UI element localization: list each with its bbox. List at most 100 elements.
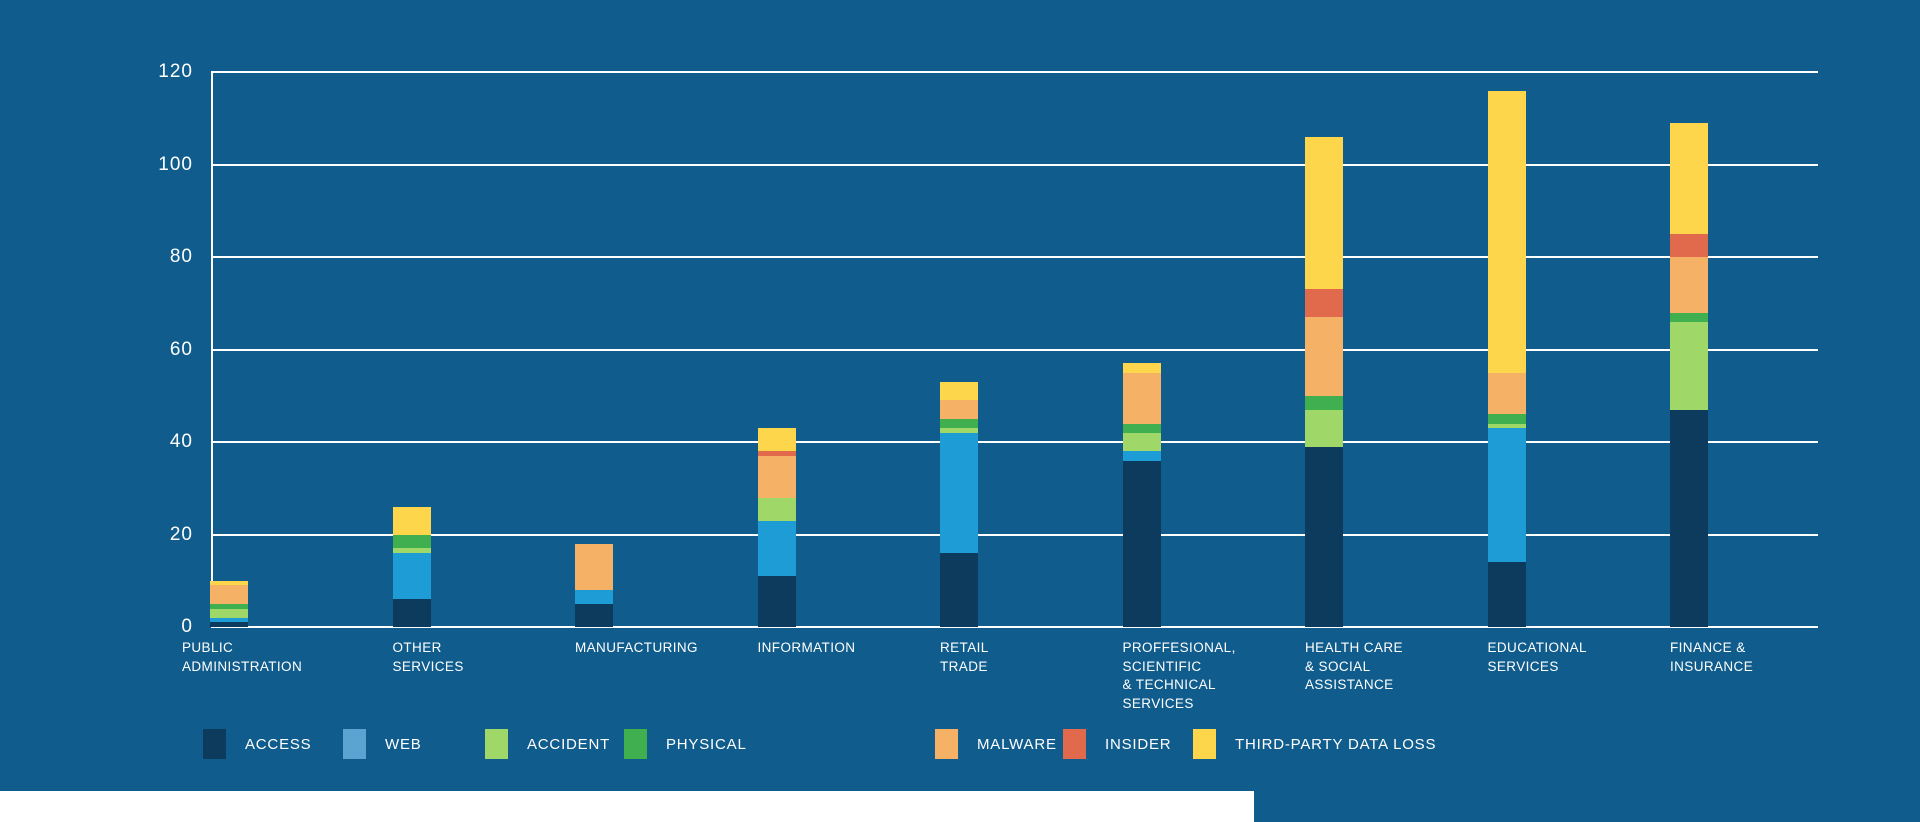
y-axis-line [211,72,213,627]
x-axis-label: FINANCE & INSURANCE [1670,639,1753,676]
bar-other-services [392,72,431,627]
bar-segment-access [1487,562,1526,627]
bar-segment-access [1670,409,1708,627]
x-axis-label: INFORMATION [758,639,856,658]
gridline [211,533,1818,536]
bar-segment-accident [1305,409,1343,447]
bar-segment-third-party-data-loss [392,506,431,535]
legend-label: MALWARE [977,736,1057,753]
x-axis-label: EDUCATIONAL SERVICES [1488,639,1587,676]
bar-segment-access [1122,460,1161,627]
y-axis-tick-label: 0 [181,616,193,637]
legend-swatch [203,729,226,759]
legend-swatch [624,729,647,759]
x-axis-label-line: INSURANCE [1670,658,1754,674]
x-axis-label-line: FINANCE & [1670,640,1746,655]
bar-proffesional-scientific-technical-services [1122,72,1161,627]
gridline [211,348,1818,351]
x-axis-label-line: PUBLIC [182,640,234,655]
x-axis-label-line: HEALTH CARE [1305,640,1403,655]
gridline [211,256,1818,258]
x-axis-label-line: SERVICES [1487,658,1559,674]
bar-segment-accident [392,548,431,553]
bar-segment-malware [575,543,613,590]
bar-segment-physical [1487,414,1526,424]
legend-swatch [935,729,958,759]
bar-finance-insurance [1670,72,1708,627]
bar-segment-web [392,553,431,600]
bar-information [757,72,796,627]
bar-segment-physical [940,418,978,429]
legend-label: PHYSICAL [666,736,747,753]
bar-segment-third-party-data-loss [210,580,248,586]
x-axis-label-line: SERVICES [1122,695,1194,711]
bar-segment-accident [1122,432,1161,452]
bar-segment-physical [1670,312,1708,322]
bar-manufacturing [575,72,613,627]
bar-segment-accident [1487,423,1526,429]
legend-label: WEB [385,736,422,753]
bar-segment-web [757,520,796,577]
bar-segment-malware [757,455,796,498]
bar-segment-malware [210,585,248,604]
bar-segment-accident [757,497,796,521]
legend-label: ACCIDENT [527,736,611,753]
bar-segment-accident [1670,321,1708,410]
bar-segment-insider [1305,289,1343,318]
y-axis-tick-label: 60 [169,338,193,360]
x-axis-label-line: RETAIL [940,640,989,655]
bar-educational-services [1487,72,1526,627]
bar-segment-web [1122,451,1161,461]
bar-segment-access [1305,446,1343,627]
bar-segment-physical [392,534,431,549]
x-axis-label-line: & SOCIAL [1305,658,1371,674]
bar-segment-access [210,622,248,627]
bar-segment-web [210,617,248,623]
y-axis-tick-label: 100 [158,153,193,175]
bar-segment-insider [757,451,796,456]
bar-segment-web [1487,428,1526,563]
x-axis-label-line: ADMINISTRATION [182,658,303,674]
x-axis-label: MANUFACTURING [575,639,698,658]
x-axis-label: RETAIL TRADE [940,639,989,676]
bar-segment-third-party-data-loss [1305,136,1343,290]
bar-segment-web [575,590,613,604]
bar-segment-access [392,599,431,627]
x-axis-label-line: EDUCATIONAL [1487,640,1587,655]
y-axis-tick-label: 20 [169,523,193,545]
bar-segment-physical [210,603,248,609]
bar-segment-third-party-data-loss [1122,363,1161,373]
legend-label: ACCESS [245,736,312,753]
legend-label: INSIDER [1105,736,1172,753]
bar-segment-malware [1305,317,1343,396]
legend-label: THIRD-PARTY DATA LOSS [1235,736,1437,753]
bar-segment-third-party-data-loss [1670,122,1708,234]
bar-segment-malware [1122,372,1161,424]
legend-swatch [485,729,508,759]
bar-segment-third-party-data-loss [757,428,796,452]
bar-segment-physical [1305,395,1343,410]
gridline [211,163,1818,166]
bar-segment-accident [940,428,978,433]
bar-health-care-social-assistance [1305,72,1343,627]
bar-segment-access [757,576,796,627]
gridline [211,626,1818,628]
y-axis-tick-label: 80 [169,246,193,267]
y-axis-tick-label: 40 [169,431,193,452]
x-axis-label-line: MANUFACTURING [575,640,698,655]
x-axis-label-line: SERVICES [392,658,464,674]
bar-segment-malware [1670,257,1708,313]
bar-segment-malware [1487,372,1526,415]
bar-segment-insider [1670,233,1708,257]
legend-swatch [343,729,366,759]
legend-swatch [1193,729,1216,759]
x-axis-label-line: TRADE [940,658,988,674]
x-axis-label: PROFFESIONAL, SCIENTIFIC & TECHNICAL SERVIC… [1123,639,1236,713]
bar-segment-accident [210,608,248,618]
x-axis-label-line: OTHER [392,640,442,655]
x-axis-label: HEALTH CARE & SOCIAL ASSISTANCE [1305,639,1403,695]
gridline [211,441,1818,443]
gridline [211,71,1818,73]
bar-public-administration [210,72,248,627]
